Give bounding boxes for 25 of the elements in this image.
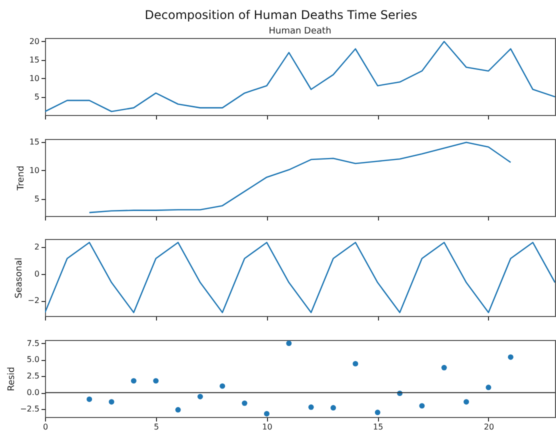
y-tick-label: 10 (29, 74, 40, 83)
x-tick-label: 10 (262, 422, 272, 432)
y-tick-label: 10 (29, 166, 40, 175)
y-tick-label: 5 (34, 92, 40, 102)
x-tick-label: 15 (373, 422, 384, 432)
y-axis-title: Trend (16, 166, 26, 192)
y-tick-label: 2.5 (26, 372, 40, 381)
x-tick-label: 20 (484, 422, 494, 432)
y-tick-label: 0 (34, 269, 40, 278)
x-tick-label: 5 (154, 422, 159, 432)
chart-title: Decomposition of Human Deaths Time Series (144, 8, 418, 22)
y-tick-label: −2.5 (20, 404, 40, 414)
y-tick-label: 0.0 (26, 388, 40, 398)
chart-subtitle: Human Death (268, 26, 332, 36)
y-tick-label: 5 (34, 194, 40, 204)
y-tick-label: 20 (29, 37, 40, 46)
y-tick-label: 7.5 (26, 338, 40, 348)
y-tick-label: 15 (29, 137, 40, 146)
y-axis-title: Resid (7, 366, 18, 392)
y-tick-label: 2 (34, 242, 40, 252)
y-tick-label: 15 (29, 55, 40, 64)
y-axis-title: Seasonal (14, 258, 25, 298)
y-tick-label: −2 (28, 296, 40, 306)
y-tick-label: 5.0 (26, 355, 40, 364)
x-tick-label: 0 (42, 422, 48, 432)
